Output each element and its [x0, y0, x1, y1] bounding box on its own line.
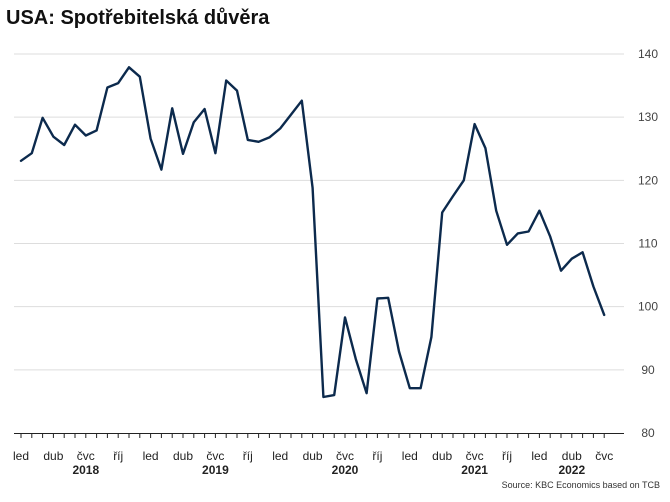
x-tick-label: led — [13, 449, 29, 463]
x-tick-label: čvc — [466, 449, 484, 463]
y-axis-labels: 80 90 100 110 120 130 140 — [638, 47, 658, 440]
x-axis-year-labels: 2018 2019 2020 2021 2022 — [72, 463, 585, 477]
x-tick-label: led — [272, 449, 288, 463]
x-tick-label: čvc — [77, 449, 95, 463]
x-year-label: 2021 — [461, 463, 488, 477]
chart-title: USA: Spotřebitelská důvěra — [6, 7, 270, 29]
x-tick-label: čvc — [336, 449, 354, 463]
y-tick-label: 110 — [638, 237, 657, 251]
source-note: Source: KBC Economics based on TCB — [501, 480, 660, 490]
y-tick-label: 90 — [641, 363, 655, 377]
y-tick-label: 80 — [641, 426, 655, 440]
x-tick-label: říj — [372, 449, 382, 463]
x-year-label: 2019 — [202, 463, 229, 477]
x-tick-label: dub — [173, 449, 193, 463]
x-year-label: 2022 — [558, 463, 585, 477]
y-tick-label: 140 — [638, 47, 658, 61]
x-tick-label: led — [143, 449, 159, 463]
x-tick-label: říj — [502, 449, 512, 463]
x-tick-label: dub — [562, 449, 582, 463]
x-tick-label: čvc — [206, 449, 224, 463]
x-tick-label: říj — [113, 449, 123, 463]
x-axis-month-labels: led dub čvc říj led dub čvc říj led dub čvc říj led d… — [13, 449, 613, 463]
y-tick-label: 130 — [638, 110, 658, 124]
y-tick-label: 100 — [638, 300, 658, 314]
x-tick-label: dub — [303, 449, 323, 463]
x-year-label: 2018 — [72, 463, 99, 477]
y-tick-label: 120 — [638, 173, 658, 187]
series-line — [19, 66, 606, 399]
x-tick-label: dub — [43, 449, 63, 463]
x-tick-label: říj — [243, 449, 253, 463]
x-tick-label: led — [531, 449, 547, 463]
x-tick-label: led — [402, 449, 418, 463]
x-tick-label: dub — [432, 449, 452, 463]
x-year-label: 2020 — [332, 463, 359, 477]
x-axis-ticks — [20, 433, 605, 438]
series-line-0 — [19, 66, 606, 399]
x-tick-label: čvc — [595, 449, 613, 463]
